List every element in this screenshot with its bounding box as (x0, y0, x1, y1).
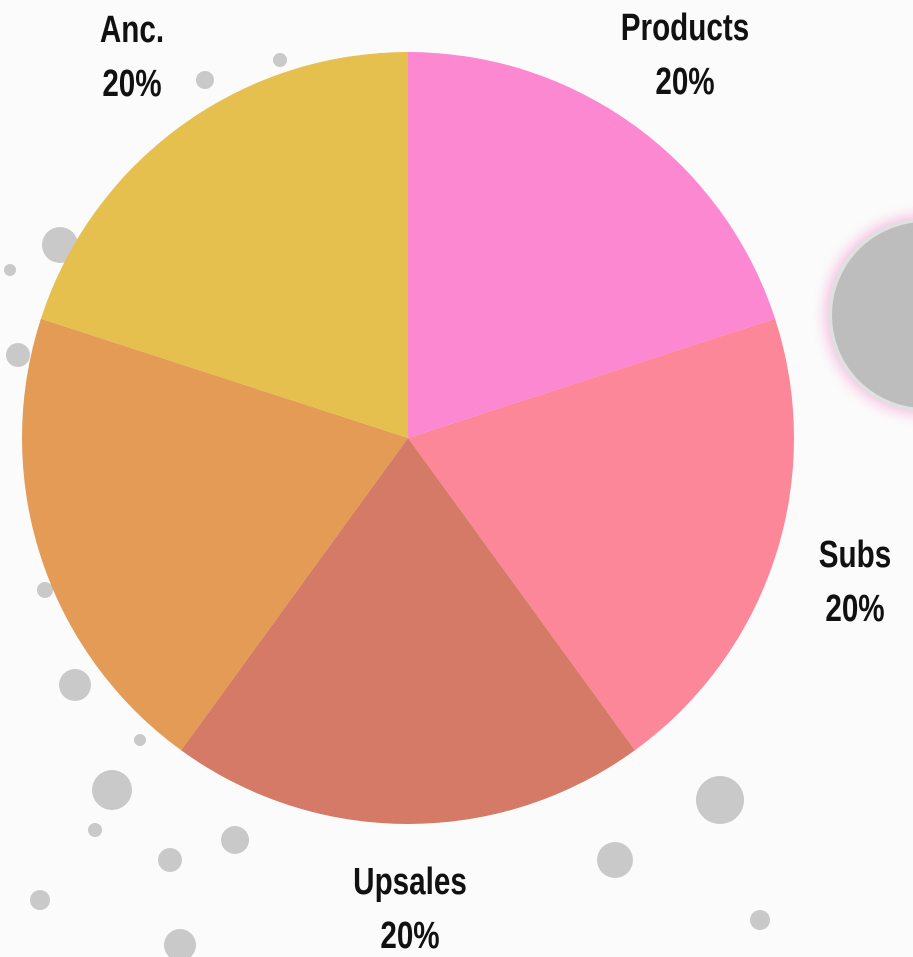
slice-label: Products (621, 7, 749, 49)
slice-value-label: 20% (825, 588, 884, 630)
slice-label: Subs (819, 534, 891, 576)
slice-label: Upsales (353, 861, 467, 903)
slice-value-label: 20% (655, 61, 714, 103)
slice-label: Anc. (100, 9, 164, 51)
pie (22, 52, 794, 824)
slice-value-label: 20% (102, 63, 161, 105)
page: {"chart_data": {"type": "pie", "categori… (0, 0, 913, 957)
slice-value-label: 20% (380, 915, 439, 957)
chart: Products 20% Subs 20% Upsales 20% Anc. 20% (0, 0, 913, 957)
